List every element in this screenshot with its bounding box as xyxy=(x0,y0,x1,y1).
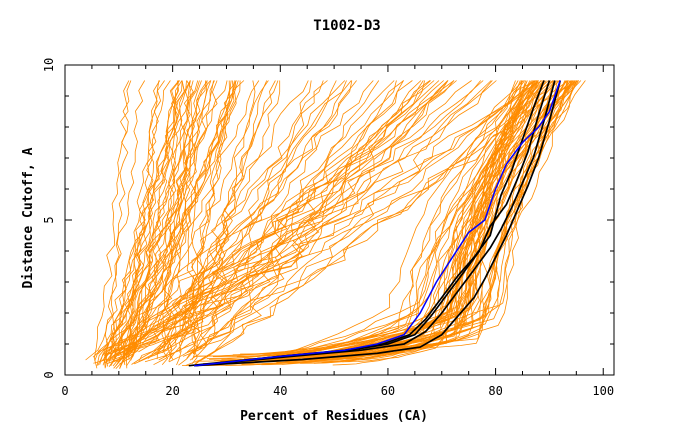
model-line-orange xyxy=(169,80,239,360)
model-line-orange xyxy=(339,80,519,359)
model-line-orange xyxy=(103,80,455,351)
model-line-orange xyxy=(93,80,484,364)
model-line-orange xyxy=(192,80,448,353)
model-line-orange xyxy=(189,80,449,361)
model-line-orange xyxy=(113,80,180,369)
model-line-orange xyxy=(204,80,534,366)
model-line-orange xyxy=(153,80,422,357)
model-line-orange xyxy=(151,80,328,355)
model-line-orange xyxy=(185,80,556,354)
model-line-orange xyxy=(332,80,567,366)
model-line-orange xyxy=(129,80,457,353)
x-tick-label: 0 xyxy=(61,384,68,398)
x-tick-label: 40 xyxy=(273,384,287,398)
model-line-orange xyxy=(168,80,202,362)
model-line-orange xyxy=(158,80,279,361)
model-line-orange xyxy=(130,80,180,361)
model-line-orange xyxy=(99,80,208,365)
model-line-orange xyxy=(127,80,214,360)
model-line-orange xyxy=(147,80,337,359)
model-line-orange xyxy=(96,80,146,366)
model-line-orange xyxy=(162,80,536,357)
model-line-orange xyxy=(112,80,309,353)
x-tick-label: 80 xyxy=(488,384,502,398)
model-line-orange xyxy=(191,80,312,360)
model-line-orange xyxy=(161,80,179,365)
model-line-orange xyxy=(112,80,260,357)
y-axis-label: Distance Cutoff, A xyxy=(21,147,36,288)
model-line-orange xyxy=(153,80,431,366)
model-line-orange xyxy=(189,80,200,364)
model-line-orange xyxy=(185,80,549,366)
y-tick-label: 5 xyxy=(42,216,56,223)
model-line-orange xyxy=(110,80,211,367)
x-axis-label: Percent of Residues (CA) xyxy=(240,409,428,424)
model-line-orange xyxy=(103,80,497,356)
model-line-orange xyxy=(116,80,413,356)
model-line-orange xyxy=(133,80,492,365)
model-line-orange xyxy=(103,80,132,369)
model-line-orange xyxy=(168,80,569,363)
model-line-orange xyxy=(106,80,472,365)
model-line-orange xyxy=(104,80,374,356)
series-line-model-black-3 xyxy=(194,80,556,367)
model-line-orange xyxy=(186,80,268,353)
model-line-orange xyxy=(182,80,425,357)
model-line-orange xyxy=(179,80,199,355)
x-tick-label: 60 xyxy=(381,384,395,398)
model-line-orange xyxy=(97,80,191,366)
model-line-orange xyxy=(169,80,281,360)
model-line-orange xyxy=(108,80,160,364)
model-line-orange xyxy=(186,80,380,359)
model-line-orange xyxy=(176,80,232,366)
model-line-orange xyxy=(102,80,245,366)
model-line-orange xyxy=(104,80,543,364)
series-line-model-black-2 xyxy=(194,80,551,367)
model-line-orange xyxy=(313,80,578,364)
model-line-orange xyxy=(85,80,187,361)
model-line-orange xyxy=(93,80,130,369)
model-line-orange xyxy=(209,80,574,360)
model-line-orange xyxy=(138,80,353,353)
model-line-orange xyxy=(112,80,395,360)
model-line-orange xyxy=(108,80,237,368)
axes-layer: 0 20 40 60 80 100 0 5 10 xyxy=(42,58,615,398)
y-tick-label: 10 xyxy=(42,58,56,72)
series-line-model-black-4 xyxy=(194,80,562,367)
model-line-orange xyxy=(138,80,482,362)
model-line-orange xyxy=(108,80,171,360)
chart-title: T1002-D3 xyxy=(313,18,380,34)
model-line-orange xyxy=(119,80,208,369)
series-line-reference xyxy=(194,80,561,367)
model-line-orange xyxy=(194,80,493,364)
model-line-orange xyxy=(140,80,455,362)
x-tick-label: 20 xyxy=(165,384,179,398)
model-line-orange xyxy=(125,80,199,367)
x-tick-label: 100 xyxy=(592,384,614,398)
model-line-orange xyxy=(179,80,231,353)
series-layer xyxy=(85,80,586,369)
y-tick-label: 0 xyxy=(42,371,56,378)
model-line-orange xyxy=(238,80,539,357)
model-line-orange xyxy=(117,80,440,357)
model-line-orange xyxy=(345,80,523,362)
model-line-orange xyxy=(178,80,352,366)
model-line-orange xyxy=(194,80,404,366)
